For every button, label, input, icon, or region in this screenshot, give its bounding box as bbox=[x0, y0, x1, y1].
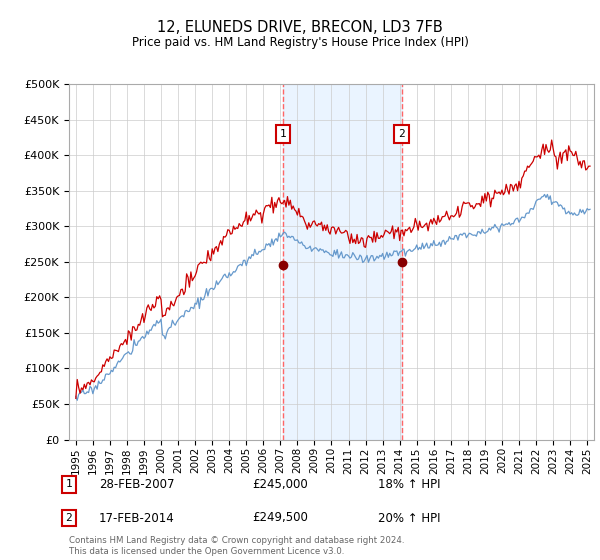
Text: 20% ↑ HPI: 20% ↑ HPI bbox=[378, 511, 440, 525]
Text: 2: 2 bbox=[65, 513, 73, 523]
Text: £249,500: £249,500 bbox=[252, 511, 308, 525]
Text: Price paid vs. HM Land Registry's House Price Index (HPI): Price paid vs. HM Land Registry's House … bbox=[131, 36, 469, 49]
Text: 28-FEB-2007: 28-FEB-2007 bbox=[99, 478, 175, 491]
Text: 12, ELUNEDS DRIVE, BRECON, LD3 7FB: 12, ELUNEDS DRIVE, BRECON, LD3 7FB bbox=[157, 20, 443, 35]
Text: 1: 1 bbox=[280, 129, 286, 139]
Text: £245,000: £245,000 bbox=[252, 478, 308, 491]
Text: 17-FEB-2014: 17-FEB-2014 bbox=[99, 511, 175, 525]
Text: 1: 1 bbox=[65, 479, 73, 489]
Bar bbox=[283, 84, 402, 440]
Text: 2: 2 bbox=[398, 129, 405, 139]
Text: 18% ↑ HPI: 18% ↑ HPI bbox=[378, 478, 440, 491]
Text: Contains HM Land Registry data © Crown copyright and database right 2024.
This d: Contains HM Land Registry data © Crown c… bbox=[69, 536, 404, 556]
